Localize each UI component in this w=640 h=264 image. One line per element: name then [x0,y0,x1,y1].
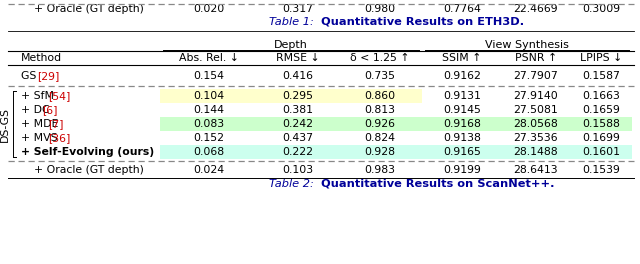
Text: 0.242: 0.242 [282,119,314,129]
Text: + DC: + DC [21,105,50,115]
Text: 0.9138: 0.9138 [443,133,481,143]
Text: 0.295: 0.295 [282,91,314,101]
Text: 0.104: 0.104 [193,91,225,101]
Text: Table 1:: Table 1: [269,17,321,27]
Text: 0.024: 0.024 [193,165,225,175]
Text: 27.5081: 27.5081 [514,105,558,115]
Text: 0.1601: 0.1601 [582,147,620,157]
Text: 0.9162: 0.9162 [443,71,481,81]
Text: 0.416: 0.416 [282,71,314,81]
Text: 0.7764: 0.7764 [443,4,481,14]
Text: [7]: [7] [48,119,63,129]
Text: 0.144: 0.144 [193,105,225,115]
Text: View Synthesis: View Synthesis [485,40,569,50]
Text: 0.154: 0.154 [193,71,225,81]
Text: 0.735: 0.735 [365,71,396,81]
Text: 28.6413: 28.6413 [514,165,558,175]
Text: 0.068: 0.068 [193,147,225,157]
Text: RMSE ↓: RMSE ↓ [276,53,320,63]
Text: 22.4669: 22.4669 [514,4,558,14]
Bar [160,117,632,131]
Text: 0.437: 0.437 [282,133,314,143]
Text: 0.926: 0.926 [365,119,396,129]
Text: 0.860: 0.860 [364,91,396,101]
Text: 0.3009: 0.3009 [582,4,620,14]
Text: 0.9168: 0.9168 [443,119,481,129]
Text: δ < 1.25 ↑: δ < 1.25 ↑ [350,53,410,63]
Text: 0.9131: 0.9131 [443,91,481,101]
Text: 27.9140: 27.9140 [514,91,558,101]
Text: 28.0568: 28.0568 [514,119,558,129]
Text: Depth: Depth [274,40,308,50]
Text: 0.1588: 0.1588 [582,119,620,129]
Text: 0.103: 0.103 [282,165,314,175]
Text: 0.9165: 0.9165 [443,147,481,157]
Text: 0.1587: 0.1587 [582,71,620,81]
Text: 0.1539: 0.1539 [582,165,620,175]
Text: 27.3536: 27.3536 [514,133,558,143]
Text: 0.1663: 0.1663 [582,91,620,101]
Text: 0.381: 0.381 [282,105,314,115]
Text: [36]: [36] [48,133,70,143]
Text: 0.928: 0.928 [365,147,396,157]
Text: [6]: [6] [42,105,58,115]
Text: 0.9199: 0.9199 [443,165,481,175]
Text: 0.152: 0.152 [193,133,225,143]
Text: + Oracle (GT depth): + Oracle (GT depth) [34,165,144,175]
Text: + Oracle (GT depth): + Oracle (GT depth) [34,4,144,14]
Text: 0.083: 0.083 [193,119,225,129]
Text: Table 2:: Table 2: [269,179,321,189]
Text: 28.1488: 28.1488 [514,147,558,157]
Bar [160,145,632,159]
Text: 0.824: 0.824 [365,133,396,143]
Text: 0.020: 0.020 [193,4,225,14]
Text: 27.7907: 27.7907 [514,71,558,81]
Text: PSNR ↑: PSNR ↑ [515,53,557,63]
Text: 0.1699: 0.1699 [582,133,620,143]
Text: [29]: [29] [37,71,60,81]
Text: GS: GS [21,71,40,81]
Text: 0.980: 0.980 [364,4,396,14]
Text: Quantitative Results on ScanNet++.: Quantitative Results on ScanNet++. [321,179,554,189]
Text: 0.317: 0.317 [282,4,314,14]
Text: 0.222: 0.222 [282,147,314,157]
Text: DS-GS: DS-GS [0,106,10,142]
Text: LPIPS ↓: LPIPS ↓ [580,53,622,63]
Text: + MDE: + MDE [21,119,58,129]
Text: Quantitative Results on ETH3D.: Quantitative Results on ETH3D. [321,17,524,27]
Text: Method: Method [21,53,62,63]
Text: + Self-Evolving (ours): + Self-Evolving (ours) [21,147,154,157]
Text: SSIM ↑: SSIM ↑ [442,53,482,63]
Text: [54]: [54] [48,91,70,101]
Bar [160,89,422,103]
Text: 0.813: 0.813 [365,105,396,115]
Text: 0.1659: 0.1659 [582,105,620,115]
Text: Abs. Rel. ↓: Abs. Rel. ↓ [179,53,239,63]
Text: + SfM: + SfM [21,91,54,101]
Text: 0.983: 0.983 [365,165,396,175]
Text: + MVS: + MVS [21,133,58,143]
Text: 0.9145: 0.9145 [443,105,481,115]
